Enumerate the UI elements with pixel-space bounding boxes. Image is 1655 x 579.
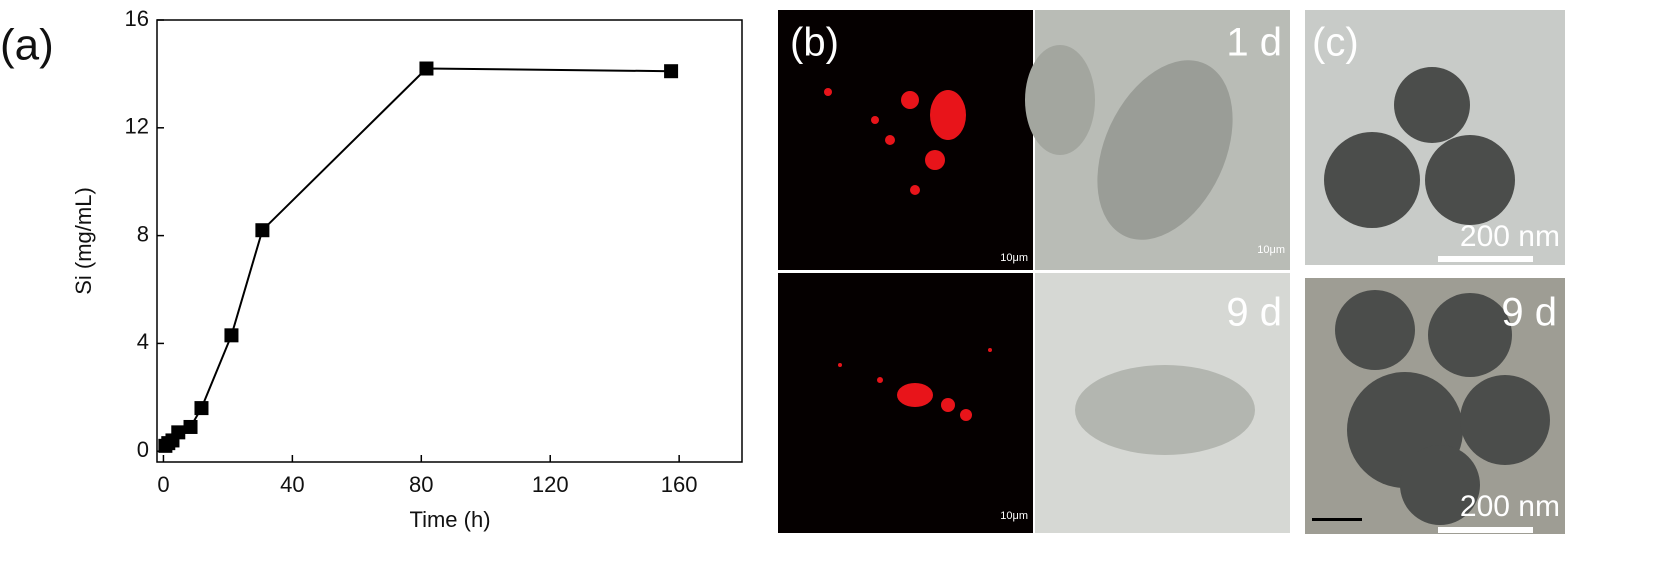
data-point <box>183 419 198 434</box>
scale-bar <box>1438 256 1533 262</box>
cell <box>1075 365 1255 455</box>
panel-label: (a) <box>0 21 54 70</box>
cell <box>1025 45 1095 155</box>
scale-label: 200 nm <box>1460 220 1560 253</box>
scale-bar <box>1312 518 1362 521</box>
day-label: 9 d <box>1226 291 1282 335</box>
data-point <box>194 401 209 416</box>
data-point <box>255 223 270 238</box>
cell <box>1097 60 1233 240</box>
x-tick-label: 80 <box>409 472 433 497</box>
x-tick-label: 120 <box>532 472 569 497</box>
y-axis-label: Si (mg/mL) <box>71 187 96 295</box>
day-label: 1 d <box>1226 21 1282 65</box>
x-tick-label: 160 <box>661 472 698 497</box>
y-tick-label: 12 <box>125 114 149 139</box>
fluorescence-image <box>778 10 1033 270</box>
series-line <box>164 67 672 447</box>
panel-label: (c) <box>1312 21 1359 65</box>
x-tick-label: 0 <box>157 472 169 497</box>
data-point <box>171 425 186 440</box>
scale-label: 10μm <box>1000 510 1028 522</box>
y-tick-label: 4 <box>137 329 149 354</box>
y-tick-label: 8 <box>137 221 149 246</box>
x-axis-label: Time (h) <box>409 507 490 532</box>
data-point <box>224 328 239 343</box>
y-tick-label: 0 <box>137 437 149 462</box>
scale-label: 10μm <box>1257 244 1285 256</box>
scale-bar <box>1438 527 1533 533</box>
plot-area: 0 40 80 120 160 0 4 8 12 16 <box>125 6 698 497</box>
y-tick-label: 16 <box>125 6 149 31</box>
particles <box>1324 67 1550 525</box>
data-point <box>419 61 434 76</box>
plot-frame <box>156 19 743 463</box>
day-label: 9 d <box>1501 291 1557 335</box>
scale-label: 10μm <box>1000 252 1028 264</box>
scale-label: 200 nm <box>1460 490 1560 523</box>
x-tick-label: 40 <box>280 472 304 497</box>
panel-label: (b) <box>790 21 839 65</box>
data-point <box>664 64 679 79</box>
fluorescence-spots <box>824 88 992 421</box>
